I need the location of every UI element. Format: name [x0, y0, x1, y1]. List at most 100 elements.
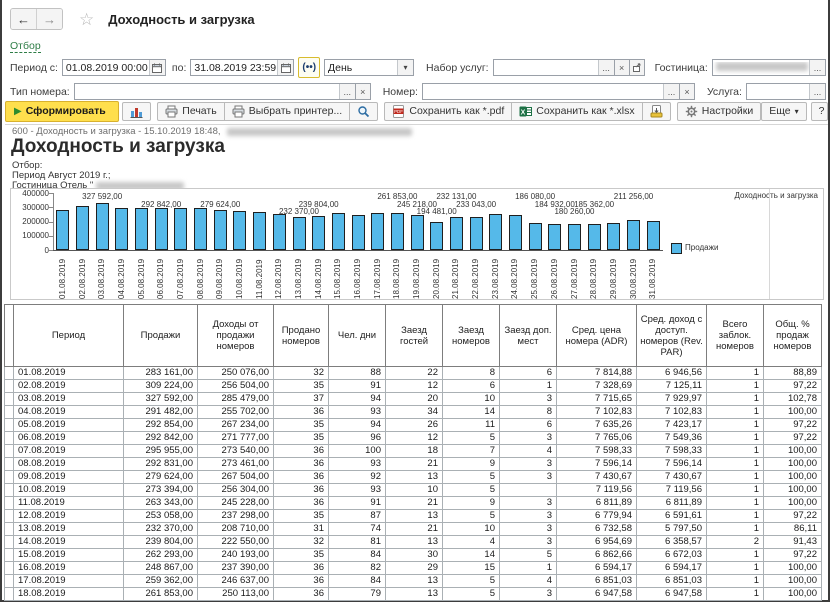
table-cell[interactable]: 1: [706, 587, 764, 601]
table-cell[interactable]: 10: [442, 522, 500, 536]
table-cell[interactable]: 261 853,00: [123, 587, 198, 601]
table-cell[interactable]: 34: [385, 405, 443, 419]
table-cell[interactable]: 7 102,83: [636, 405, 707, 419]
room-field[interactable]: ...: [421, 83, 680, 100]
table-header-cell[interactable]: Сред. доход с доступ. номеров (Rev. PAR): [636, 304, 707, 367]
table-cell[interactable]: 222 550,00: [197, 535, 274, 549]
table-cell[interactable]: 1: [706, 496, 764, 510]
table-cell[interactable]: 5: [442, 431, 500, 445]
table-cell[interactable]: 17.08.2019: [13, 574, 124, 588]
table-cell[interactable]: 250 076,00: [197, 366, 274, 380]
table-cell[interactable]: 12: [385, 431, 443, 445]
clear-button[interactable]: ×: [614, 59, 630, 76]
table-cell[interactable]: 97,22: [763, 379, 822, 393]
hotel-field[interactable]: ...: [711, 59, 826, 76]
table-cell[interactable]: 292 842,00: [123, 431, 198, 445]
table-header-cell[interactable]: Чел. дни: [328, 304, 386, 367]
table-cell[interactable]: 32: [273, 366, 329, 380]
table-cell[interactable]: 3: [499, 392, 557, 406]
table-cell[interactable]: 100,00: [763, 457, 822, 471]
table-cell[interactable]: 35: [273, 548, 329, 562]
table-cell[interactable]: 97,22: [763, 418, 822, 432]
table-cell[interactable]: 327 592,00: [123, 392, 198, 406]
table-cell[interactable]: 36: [273, 405, 329, 419]
table-cell[interactable]: 97,22: [763, 431, 822, 445]
table-cell[interactable]: 100: [328, 444, 386, 458]
table-cell[interactable]: 100,00: [763, 587, 822, 601]
table-header-cell[interactable]: Заезд номеров: [442, 304, 500, 367]
table-cell[interactable]: 82: [328, 561, 386, 575]
table-cell[interactable]: 6 672,03: [636, 548, 707, 562]
table-cell[interactable]: 7 814,88: [556, 366, 637, 380]
table-cell[interactable]: 1: [706, 574, 764, 588]
table-cell[interactable]: 35: [273, 379, 329, 393]
table-cell[interactable]: 1: [706, 561, 764, 575]
table-cell[interactable]: 256 504,00: [197, 379, 274, 393]
table-cell[interactable]: 8: [442, 366, 500, 380]
table-cell[interactable]: 1: [706, 509, 764, 523]
table-cell[interactable]: 09.08.2019: [13, 470, 124, 484]
table-cell[interactable]: 7 598,33: [636, 444, 707, 458]
table-header-cell[interactable]: Продано номеров: [273, 304, 329, 367]
table-cell[interactable]: 246 637,00: [197, 574, 274, 588]
calendar-icon[interactable]: [148, 60, 165, 75]
table-cell[interactable]: 1: [706, 418, 764, 432]
table-cell[interactable]: 291 482,00: [123, 405, 198, 419]
table-cell[interactable]: 273 461,00: [197, 457, 274, 471]
table-cell[interactable]: 6: [442, 379, 500, 393]
table-cell[interactable]: 96: [328, 431, 386, 445]
ellipsis-icon[interactable]: ...: [809, 60, 825, 75]
table-cell[interactable]: 6 779,94: [556, 509, 637, 523]
table-cell[interactable]: 7 596,14: [556, 457, 637, 471]
table-cell[interactable]: 239 804,00: [123, 535, 198, 549]
table-cell[interactable]: 4: [442, 535, 500, 549]
table-cell[interactable]: 7 119,56: [556, 483, 637, 497]
table-cell[interactable]: 6 946,56: [636, 366, 707, 380]
table-cell[interactable]: 30: [385, 548, 443, 562]
table-cell[interactable]: 6 947,58: [636, 587, 707, 601]
ellipsis-icon[interactable]: ...: [809, 84, 825, 99]
table-cell[interactable]: 36: [273, 470, 329, 484]
clear-button[interactable]: ×: [679, 83, 695, 100]
settings-button[interactable]: Настройки: [676, 101, 762, 121]
table-cell[interactable]: 295 955,00: [123, 444, 198, 458]
table-cell[interactable]: 36: [273, 561, 329, 575]
table-cell[interactable]: 7 598,33: [556, 444, 637, 458]
ellipsis-icon[interactable]: ...: [597, 60, 614, 75]
table-cell[interactable]: 11.08.2019: [13, 496, 124, 510]
table-cell[interactable]: 6 594,17: [556, 561, 637, 575]
table-cell[interactable]: 292 854,00: [123, 418, 198, 432]
table-cell[interactable]: 13: [385, 535, 443, 549]
table-cell[interactable]: 6 954,69: [556, 535, 637, 549]
table-cell[interactable]: 7 765,06: [556, 431, 637, 445]
table-cell[interactable]: 81: [328, 535, 386, 549]
room-type-field[interactable]: ...: [73, 83, 356, 100]
table-cell[interactable]: 36: [273, 457, 329, 471]
table-cell[interactable]: 3: [499, 496, 557, 510]
period-picker-button[interactable]: (••): [298, 57, 321, 78]
table-cell[interactable]: 3: [499, 431, 557, 445]
table-header-cell[interactable]: Общ. % продаж номеров: [763, 304, 822, 367]
clear-button[interactable]: ×: [355, 83, 371, 100]
table-cell[interactable]: 26: [385, 418, 443, 432]
table-cell[interactable]: 92: [328, 470, 386, 484]
table-cell[interactable]: 237 390,00: [197, 561, 274, 575]
table-cell[interactable]: 20: [385, 392, 443, 406]
table-cell[interactable]: 6 851,03: [556, 574, 637, 588]
table-cell[interactable]: 1: [706, 548, 764, 562]
chart-settings-button[interactable]: [122, 101, 152, 121]
table-cell[interactable]: 08.08.2019: [13, 457, 124, 471]
table-cell[interactable]: 79: [328, 587, 386, 601]
table-cell[interactable]: 1: [706, 522, 764, 536]
table-cell[interactable]: 292 831,00: [123, 457, 198, 471]
table-cell[interactable]: 7 715,65: [556, 392, 637, 406]
table-cell[interactable]: 7 635,26: [556, 418, 637, 432]
table-cell[interactable]: 267 234,00: [197, 418, 274, 432]
table-cell[interactable]: 04.08.2019: [13, 405, 124, 419]
save-pdf-button[interactable]: PDF Сохранить как *.pdf: [384, 101, 513, 121]
table-cell[interactable]: 31: [273, 522, 329, 536]
filter-link[interactable]: Отбор: [10, 40, 41, 53]
table-cell[interactable]: 12.08.2019: [13, 509, 124, 523]
table-cell[interactable]: 273 394,00: [123, 483, 198, 497]
table-cell[interactable]: 259 362,00: [123, 574, 198, 588]
